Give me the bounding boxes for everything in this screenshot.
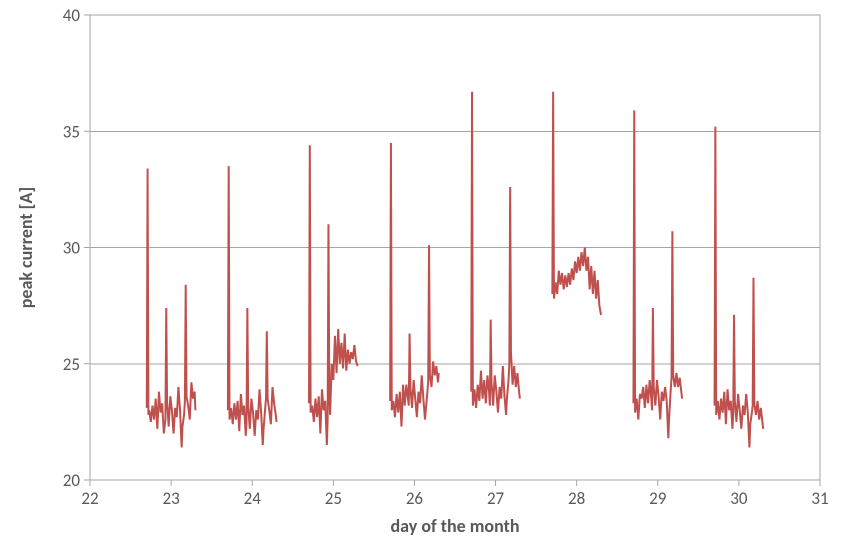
- x-tick-label: 31: [811, 488, 828, 509]
- y-tick-label: 35: [63, 121, 80, 142]
- x-tick-label: 22: [81, 488, 98, 509]
- chart-container: 22 23 24 25 26 27 28 29 30 31 20 25 30 35 40 day of the…: [0, 0, 841, 544]
- x-tick-label: 29: [649, 488, 667, 509]
- x-tick-label: 25: [325, 488, 342, 509]
- x-tick-label: 30: [730, 488, 748, 509]
- y-tick-label: 40: [63, 5, 81, 26]
- x-tick-label: 26: [406, 488, 424, 509]
- y-tick-label: 25: [63, 354, 80, 375]
- x-tick-label: 27: [487, 488, 505, 509]
- x-tick-label: 23: [162, 488, 179, 509]
- x-tick-label: 24: [244, 488, 262, 509]
- y-tick-label: 30: [63, 238, 81, 259]
- y-tick-label: 20: [63, 470, 81, 491]
- chart-svg: 22 23 24 25 26 27 28 29 30 31 20 25 30 35 40 day of the…: [0, 0, 841, 544]
- y-axis-label: peak current [A]: [15, 187, 37, 309]
- x-axis-label: day of the month: [391, 515, 520, 537]
- x-tick-label: 28: [568, 488, 585, 509]
